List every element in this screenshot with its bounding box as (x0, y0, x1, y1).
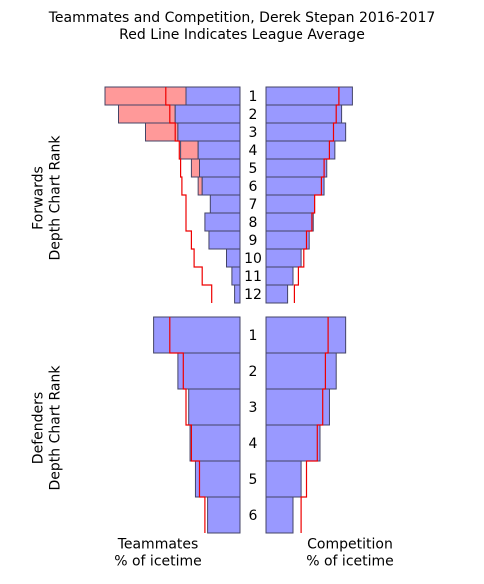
defender-rank-label: 2 (249, 364, 258, 380)
forward-rank-label: 6 (249, 179, 258, 195)
defender-teammate-league-line (169, 317, 206, 533)
defenders-competition-panel (265, 316, 347, 534)
defender-competition-bar (265, 316, 347, 354)
forward-rank-label: 8 (249, 215, 258, 231)
forward-competition-bar (265, 158, 328, 178)
defender-rank-label: 5 (249, 472, 258, 488)
forward-competition-league-line (293, 87, 340, 303)
chart-title: Teammates and Competition, Derek Stepan … (48, 10, 436, 26)
forward-teammate-excess-bar (180, 140, 199, 160)
axis-labels: ForwardsDepth Chart Rank DefendersDepth C… (31, 135, 394, 570)
forward-rank-label: 12 (244, 287, 262, 303)
forward-competition-bar (265, 176, 325, 196)
forward-competition-bar (265, 266, 294, 286)
defender-rank-label: 6 (249, 508, 258, 524)
defenders-teammates-panel (153, 316, 241, 534)
defender-competition-bar (265, 460, 302, 498)
forward-rank-label: 4 (249, 143, 258, 159)
forward-teammate-bar (185, 86, 241, 106)
defender-competition-bar (265, 352, 337, 390)
forward-competition-bar (265, 248, 302, 268)
defender-rank-label: 4 (249, 436, 258, 452)
forward-rank-label: 1 (249, 89, 258, 105)
forward-teammate-excess-bar (197, 176, 203, 196)
chart-subtitle: Red Line Indicates League Average (119, 27, 365, 43)
defender-teammate-bar (189, 424, 241, 462)
forward-rank-label: 3 (249, 125, 258, 141)
forward-teammate-excess-bar (118, 104, 176, 124)
forward-teammate-bar (226, 248, 241, 268)
forward-teammate-bar (234, 284, 241, 304)
defender-teammate-bar (194, 460, 241, 498)
defender-rank-label: 3 (249, 400, 258, 416)
forward-rank-label: 11 (244, 269, 262, 285)
defenders-axis-label: DefendersDepth Chart Rank (31, 365, 64, 491)
defender-teammate-bar (153, 316, 241, 354)
forward-competition-bar (265, 104, 343, 124)
forward-rank-label: 2 (249, 107, 258, 123)
forward-competition-bar (265, 284, 289, 304)
forwards-competition-panel (265, 86, 353, 304)
forward-teammate-bar (197, 140, 241, 160)
defender-teammate-bar (177, 352, 241, 390)
forward-teammate-bar (231, 266, 241, 286)
forward-teammate-bar (201, 176, 241, 196)
forward-teammate-bar (174, 104, 241, 124)
forwards-teammates-panel (104, 86, 241, 304)
forward-rank-label: 5 (249, 161, 258, 177)
forward-teammate-bar (177, 122, 241, 142)
forward-competition-bar (265, 194, 316, 214)
competition-axis-label: Competition% of icetime (306, 537, 394, 570)
defender-competition-bar (265, 388, 330, 426)
forward-competition-bar (265, 212, 314, 232)
defender-teammate-bar (207, 496, 241, 534)
forward-teammate-bar (209, 194, 241, 214)
forward-teammate-excess-bar (104, 86, 187, 106)
forward-rank-label: 10 (244, 251, 262, 267)
defender-competition-bar (265, 496, 294, 534)
teammates-axis-label: Teammates% of icetime (114, 537, 202, 570)
forward-competition-bar (265, 140, 336, 160)
defender-teammate-bar (188, 388, 241, 426)
forward-rank-label: 9 (249, 233, 258, 249)
forward-teammate-league-line (165, 87, 213, 303)
forward-teammate-excess-bar (190, 158, 200, 178)
defender-rank-label: 1 (249, 328, 258, 344)
forward-teammate-bar (204, 212, 241, 232)
defender-competition-bar (265, 424, 321, 462)
forward-teammate-bar (199, 158, 241, 178)
forward-rank-label: 7 (249, 197, 258, 213)
forwards-axis-label: ForwardsDepth Chart Rank (31, 135, 64, 261)
forward-teammate-bar (208, 230, 241, 250)
forward-competition-bar (265, 230, 310, 250)
defender-competition-league-line (300, 317, 329, 533)
forward-teammate-excess-bar (145, 122, 179, 142)
